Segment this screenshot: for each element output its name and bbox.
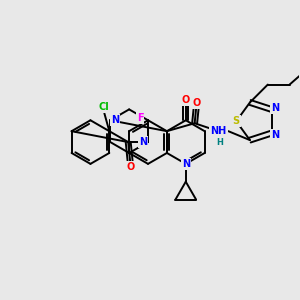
Text: O: O xyxy=(126,162,134,172)
Text: H: H xyxy=(216,138,223,147)
Text: O: O xyxy=(182,95,190,106)
Text: O: O xyxy=(193,98,201,108)
Text: N: N xyxy=(271,103,279,112)
Text: N: N xyxy=(182,159,190,169)
Text: N: N xyxy=(271,130,279,140)
Text: N: N xyxy=(111,115,119,125)
Text: NH: NH xyxy=(210,126,226,136)
Text: N: N xyxy=(139,137,147,147)
Text: F: F xyxy=(137,113,143,123)
Text: S: S xyxy=(233,116,240,126)
Text: Cl: Cl xyxy=(99,102,110,112)
